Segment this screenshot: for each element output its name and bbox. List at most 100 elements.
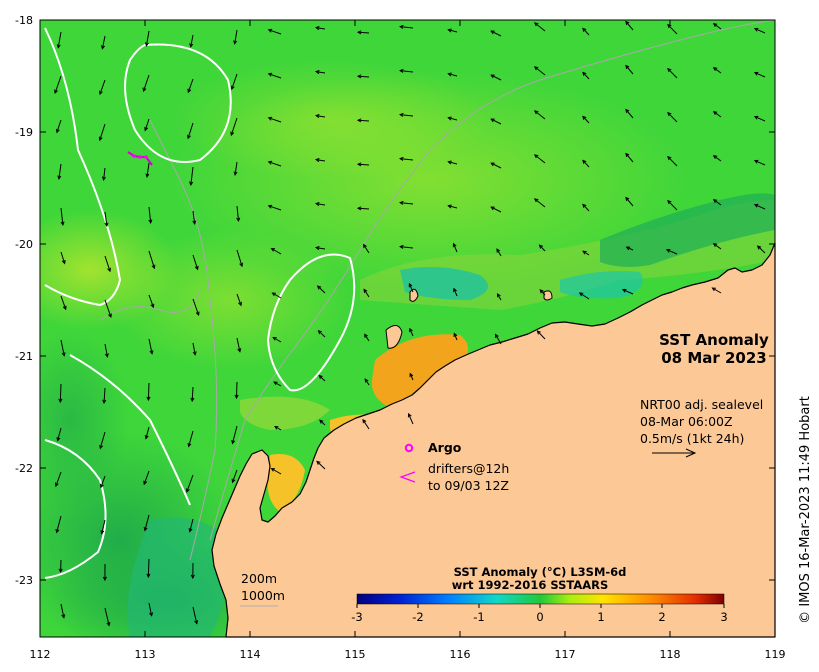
current-vector-head (189, 43, 194, 48)
map-title: SST Anomaly (659, 331, 769, 349)
current-vector-head (712, 23, 718, 28)
current-vector-head (490, 206, 495, 211)
current-vector (104, 607, 110, 626)
current-vector-head (447, 204, 452, 209)
current-vector (400, 202, 414, 205)
current-vector (316, 115, 326, 118)
current-vector (316, 159, 326, 162)
current-vector (754, 160, 766, 166)
current-vector (754, 204, 766, 210)
current-vector (316, 247, 326, 250)
current-vector-head (625, 246, 631, 251)
current-vector (318, 375, 326, 382)
current-vector-head (490, 162, 495, 167)
current-vector-head (533, 198, 539, 203)
current-vector (667, 200, 678, 211)
current-vector-head (753, 115, 759, 120)
current-vector-head (107, 267, 111, 273)
current-vector (453, 243, 458, 253)
current-vector-head (267, 116, 273, 121)
drifters-label: drifters@12h (428, 461, 509, 476)
current-vector-head (578, 292, 584, 297)
lon-tick-label: 117 (555, 648, 576, 661)
argo-drifter-track (127, 151, 153, 166)
current-vector-head (318, 374, 323, 379)
current-vector-head (399, 24, 404, 29)
current-vector-head (356, 162, 362, 167)
current-vector (495, 334, 502, 345)
current-vector (147, 558, 150, 578)
current-vector (57, 427, 62, 441)
colorbar-tick-label: -1 (473, 610, 484, 624)
current-vector-head (56, 437, 61, 442)
scale-arrow-icon (652, 448, 697, 458)
current-vector (56, 119, 62, 133)
current-vector (190, 34, 194, 47)
current-vector (357, 119, 370, 122)
current-vector (232, 469, 238, 483)
current-vector-head (494, 333, 499, 339)
current-vector (496, 248, 502, 257)
lon-tick-label: 115 (345, 648, 366, 661)
current-vector-head (364, 378, 369, 383)
argo-marker-icon (404, 443, 414, 453)
current-vector (453, 288, 458, 297)
colorbar-tick-labels: -3 -2 -1 0 1 2 3 (351, 610, 727, 624)
current-vector (236, 293, 242, 306)
current-vector-head (447, 116, 452, 121)
current-vector (145, 30, 150, 46)
current-vector (713, 67, 722, 74)
drifters-period: to 09/03 12Z (428, 478, 509, 493)
current-vector (364, 334, 370, 342)
current-vector (104, 343, 108, 357)
current-vector-head (54, 89, 58, 95)
current-vector (448, 73, 458, 77)
current-vector (408, 413, 414, 425)
current-vector-head (621, 288, 627, 293)
current-vector-head (533, 110, 539, 115)
current-vector (534, 198, 546, 208)
lat-tick-label: -18 (15, 14, 33, 27)
plot-frame (39, 19, 776, 638)
current-vector (357, 163, 370, 166)
current-vector-head (61, 614, 66, 619)
current-vector (363, 244, 370, 254)
copyright-credit: © IMOS 16-Mar-2023 11:49 Hobart (798, 396, 813, 624)
current-vector-head (356, 74, 362, 79)
current-vector-head (271, 292, 276, 297)
current-vector (268, 117, 282, 123)
lat-tick-label: -23 (15, 574, 33, 587)
current-vector (60, 251, 66, 264)
current-vector-head (712, 199, 718, 204)
current-vector-head (315, 246, 320, 251)
current-vector-head (99, 90, 103, 96)
current-vector (57, 31, 62, 48)
current-vector-head (149, 612, 154, 617)
contour-label-1000m: 1000m (241, 588, 285, 603)
drifter-marker-icon (399, 471, 416, 483)
current-vector (757, 245, 766, 254)
current-vector-head (54, 482, 59, 488)
current-vector (400, 158, 414, 161)
current-vector-head (315, 158, 320, 163)
current-vector-head (665, 249, 671, 253)
current-vector (187, 122, 194, 139)
current-vector-head (533, 66, 539, 71)
current-vector-head (100, 530, 105, 535)
bathymetry-contours (99, 20, 775, 561)
current-vector (268, 29, 282, 35)
current-vector-head (496, 293, 501, 298)
current-vector-head (151, 264, 156, 270)
current-vector-head (667, 155, 672, 161)
current-vector (316, 203, 326, 206)
current-vector (236, 381, 238, 399)
current-vector (60, 295, 67, 310)
current-vector-head (146, 396, 151, 402)
current-vector-head (315, 114, 320, 119)
current-vector (319, 419, 326, 426)
current-vector-head (363, 243, 367, 249)
current-vector (537, 330, 546, 340)
current-vector-head (533, 154, 539, 159)
current-vector-head (315, 202, 320, 207)
current-vector-head (625, 20, 630, 26)
